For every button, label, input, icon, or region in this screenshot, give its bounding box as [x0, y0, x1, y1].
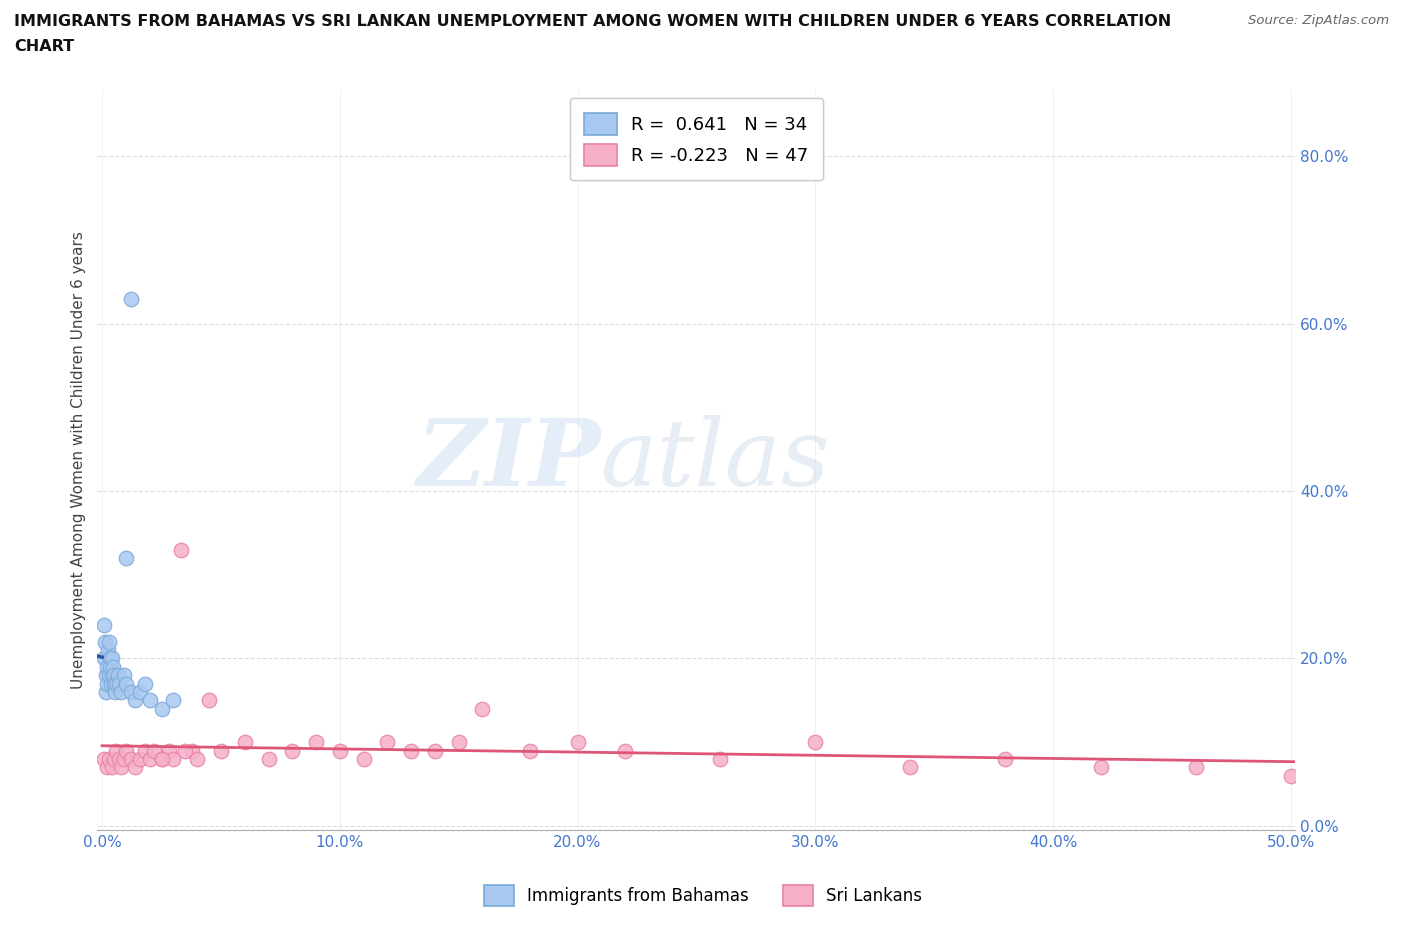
Point — [103, 676, 125, 691]
Point — [174, 743, 197, 758]
Point — [150, 701, 173, 716]
Point — [96, 676, 118, 691]
Point — [96, 684, 118, 699]
Text: ZIP: ZIP — [416, 415, 600, 505]
Point — [209, 743, 232, 758]
Point — [96, 659, 118, 674]
Point — [1184, 760, 1206, 775]
Point — [134, 676, 156, 691]
Point — [101, 651, 124, 666]
Point — [150, 751, 173, 766]
Point — [112, 751, 135, 766]
Text: Source: ZipAtlas.com: Source: ZipAtlas.com — [1249, 14, 1389, 27]
Point — [115, 551, 138, 565]
Text: IMMIGRANTS FROM BAHAMAS VS SRI LANKAN UNEMPLOYMENT AMONG WOMEN WITH CHILDREN UND: IMMIGRANTS FROM BAHAMAS VS SRI LANKAN UN… — [14, 14, 1171, 29]
Point — [1090, 760, 1112, 775]
Y-axis label: Unemployment Among Women with Children Under 6 years: Unemployment Among Women with Children U… — [72, 231, 86, 688]
Point — [120, 751, 142, 766]
Point — [107, 676, 129, 691]
Point — [138, 751, 160, 766]
Point — [98, 634, 121, 649]
Point — [162, 751, 184, 766]
Point — [233, 735, 256, 750]
Point — [519, 743, 541, 758]
Point — [115, 743, 138, 758]
Point — [181, 743, 204, 758]
Point — [100, 659, 122, 674]
Point — [104, 684, 127, 699]
Point — [305, 735, 328, 750]
Point — [100, 668, 122, 683]
Legend: Immigrants from Bahamas, Sri Lankans: Immigrants from Bahamas, Sri Lankans — [478, 879, 928, 912]
Point — [567, 735, 589, 750]
Point — [138, 693, 160, 708]
Point — [101, 659, 124, 674]
Point — [112, 668, 135, 683]
Point — [120, 684, 142, 699]
Point — [94, 634, 117, 649]
Point — [399, 743, 422, 758]
Point — [1279, 768, 1302, 783]
Point — [103, 668, 125, 683]
Point — [115, 676, 138, 691]
Point — [94, 668, 117, 683]
Text: atlas: atlas — [600, 415, 830, 505]
Point — [129, 751, 152, 766]
Point — [124, 760, 146, 775]
Point — [124, 693, 146, 708]
Point — [709, 751, 731, 766]
Point — [93, 618, 115, 632]
Point — [100, 760, 122, 775]
Point — [97, 643, 120, 658]
Point — [120, 291, 142, 306]
Point — [110, 760, 132, 775]
Point — [98, 651, 121, 666]
Point — [447, 735, 470, 750]
Point — [804, 735, 827, 750]
Point — [994, 751, 1017, 766]
Point — [105, 676, 128, 691]
Point — [471, 701, 494, 716]
Point — [257, 751, 280, 766]
Point — [96, 760, 118, 775]
Point — [134, 743, 156, 758]
Point — [93, 751, 115, 766]
Point — [143, 743, 166, 758]
Point — [162, 693, 184, 708]
Point — [103, 751, 125, 766]
Point — [281, 743, 304, 758]
Point — [100, 676, 122, 691]
Point — [150, 751, 173, 766]
Point — [898, 760, 921, 775]
Point — [97, 668, 120, 683]
Point — [169, 542, 191, 557]
Text: CHART: CHART — [14, 39, 75, 54]
Point — [186, 751, 208, 766]
Legend: R =  0.641   N = 34, R = -0.223   N = 47: R = 0.641 N = 34, R = -0.223 N = 47 — [569, 99, 823, 180]
Point — [110, 684, 132, 699]
Point — [129, 684, 152, 699]
Point — [198, 693, 221, 708]
Point — [98, 751, 121, 766]
Point — [107, 751, 129, 766]
Point — [353, 751, 375, 766]
Point — [614, 743, 637, 758]
Point — [377, 735, 399, 750]
Point — [107, 668, 129, 683]
Point — [157, 743, 180, 758]
Point — [329, 743, 352, 758]
Point — [423, 743, 446, 758]
Point — [93, 651, 115, 666]
Point — [105, 743, 128, 758]
